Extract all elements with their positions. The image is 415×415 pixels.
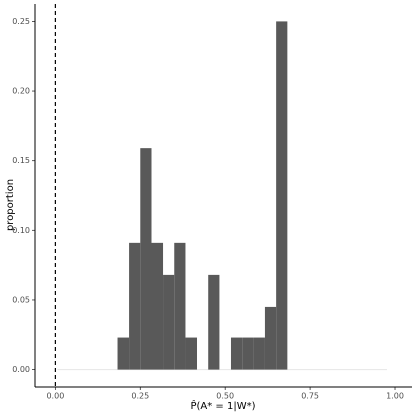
bar [230,337,243,370]
bar [208,274,220,370]
y-tick-label: 0.00 [12,365,30,374]
bar [151,242,164,370]
y-tick-label: 0.20 [12,87,30,96]
x-tick-label: 0.75 [301,392,319,401]
x-tick-label: 1.00 [386,392,404,401]
x-axis-title: P̂(A* = 1|W*) [190,399,255,412]
bar [185,337,198,370]
bar [140,148,152,370]
y-tick-label: 0.15 [12,156,30,165]
y-tick-label: 0.10 [12,226,30,235]
bar [264,306,277,370]
bar [253,337,265,370]
bar [174,242,186,370]
bar [117,337,130,370]
x-tick-label: 0.50 [216,392,234,401]
bar [163,274,175,370]
x-tick-label: 0.25 [131,392,149,401]
bar [242,337,254,370]
bar [276,21,288,370]
y-tick-label: 0.05 [12,295,30,304]
y-axis-title: proportion [5,179,16,231]
bar [129,242,141,370]
x-tick-label: 0.00 [46,392,64,401]
y-tick-label: 0.25 [12,17,30,26]
